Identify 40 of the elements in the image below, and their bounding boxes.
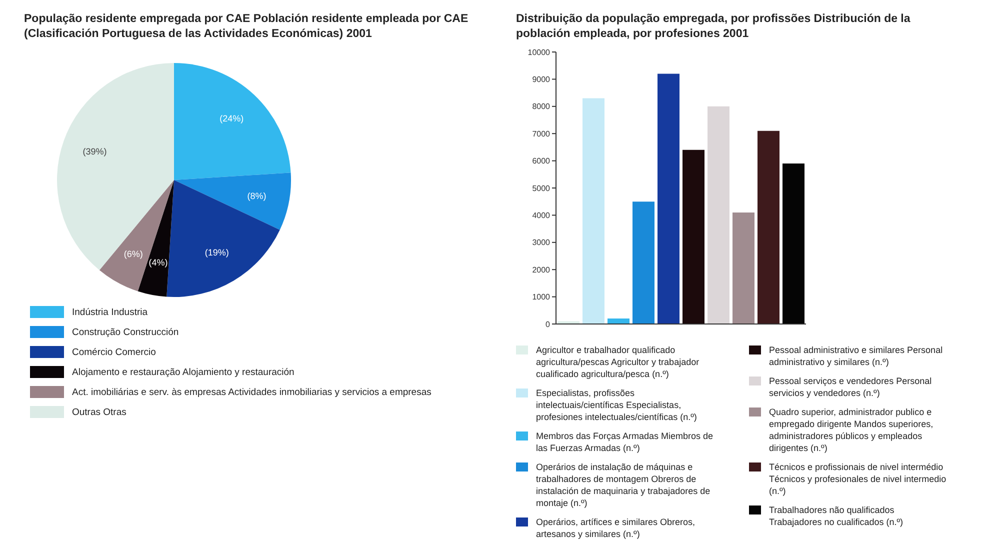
y-tick-label: 2000 bbox=[532, 265, 551, 274]
y-tick-label: 7000 bbox=[532, 129, 551, 138]
y-tick-label: 3000 bbox=[532, 238, 551, 248]
data-label: (19%) bbox=[204, 248, 229, 258]
legend-label: Operários de instalação de máquinas e trabalhadores de montagem Obreros de instalación de maquinaria y trabajadores de montaje (n.º) bbox=[536, 461, 712, 509]
legend-label: Act. imobiliárias e serv. às empresas Actividades inmobiliarias y servicios a empresas bbox=[72, 386, 432, 399]
legend-label: Alojamento e restauração Alojamiento y restauración bbox=[72, 366, 296, 379]
pie-slice bbox=[99, 180, 174, 292]
data-label: (8%) bbox=[247, 190, 266, 201]
data-label: (24%) bbox=[220, 114, 244, 124]
y-tick-label: 4000 bbox=[532, 211, 551, 220]
pie-slice bbox=[174, 63, 291, 180]
legend-label: Técnicos e profissionais de nivel intermédio Técnicos y profesionales de nivel intermedio (n.º) bbox=[769, 461, 947, 497]
y-tick-label: 9000 bbox=[532, 75, 551, 84]
pie-slice bbox=[166, 180, 280, 297]
legend-label: Comércio Comercio bbox=[72, 346, 157, 359]
data-label: (4%) bbox=[148, 258, 168, 268]
chart-title: Distribuição da população empregada, por profissões Distribución de la población empleada, por profesiones 2001 bbox=[516, 12, 912, 42]
legend-label: Outras Otras bbox=[72, 406, 128, 419]
chart-title: População residente empregada por CAE Población residente empleada por CAE (Clasificación Portuguesa de las Actividades Económicas) 2001 bbox=[24, 12, 470, 42]
legend-label: Agricultor e trabalhador qualificado agricultura/pescas Agricultor y trabajador cualificado agricultura/pesca (n.º) bbox=[536, 344, 700, 380]
data-label: (6%) bbox=[124, 248, 143, 259]
y-tick-label: 5000 bbox=[532, 184, 551, 193]
pie-slice bbox=[174, 172, 291, 230]
y-tick-label: 0 bbox=[546, 320, 551, 329]
legend-label: Quadro superior, administrador publico e empregado dirigente Mandos superiores, administradores públicos y empleados dirigentes (n.º) bbox=[769, 406, 934, 454]
legend-label: Pessoal serviços e vendedores Personal servicios y vendedores (n.º) bbox=[769, 375, 933, 399]
legend-label: Construção Construcción bbox=[72, 326, 180, 339]
y-tick-label: 10000 bbox=[528, 48, 551, 57]
legend-label: Operários, artífices e similares Obreros, artesanos y similares (n.º) bbox=[536, 516, 696, 540]
legend-label: Pessoal administrativo e similares Personal administrativo y similares (n.º) bbox=[769, 344, 944, 368]
legend-label: Indústria Industria bbox=[72, 306, 149, 319]
data-label: (39%) bbox=[82, 146, 107, 156]
pie-slice bbox=[57, 63, 174, 270]
y-tick-label: 1000 bbox=[532, 292, 551, 302]
legend-label: Trabalhadores não qualificados Trabajadores no cualificados (n.º) bbox=[769, 504, 904, 528]
y-tick-label: 8000 bbox=[532, 102, 551, 112]
legend-label: Membros das Forças Armadas Miembros de las Fuerzas Armadas (n.º) bbox=[536, 430, 714, 454]
y-tick-label: 6000 bbox=[532, 156, 551, 166]
legend-label: Especialistas, profissões intelectuais/científicas Especialistas, profesiones intelectuales/científicas (n.º) bbox=[536, 387, 698, 423]
